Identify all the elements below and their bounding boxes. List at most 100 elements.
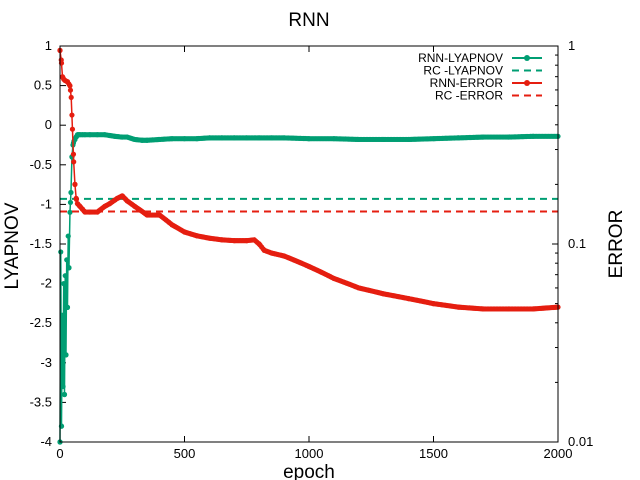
series-vertex-2-42	[406, 295, 412, 302]
series-vertex-0-1	[58, 249, 64, 255]
series-vertex-0-47	[331, 136, 337, 142]
series-vertex-2-25	[157, 212, 163, 218]
x-tick-label-2: 1000	[295, 446, 324, 461]
series-vertex-2-6	[67, 83, 73, 89]
series-vertex-0-45	[281, 135, 287, 141]
series-vertex-2-34	[256, 241, 262, 247]
series-vertex-0-54	[505, 134, 511, 140]
y2-axis-label: ERROR	[606, 210, 627, 279]
x-tick-label-1: 500	[174, 446, 196, 461]
x-tick-label-4: 2000	[544, 446, 573, 461]
series-vertex-0-39	[206, 135, 212, 141]
series-vertex-0-46	[306, 136, 312, 142]
series-vertex-0-41	[231, 135, 237, 141]
series-vertex-0-4	[60, 383, 66, 390]
legend-label-1: RC -LYAPNOV	[423, 64, 503, 78]
x-tick-label-3: 1500	[419, 446, 448, 461]
series-vertex-0-35	[157, 136, 163, 143]
series-vertex-0-38	[194, 136, 200, 142]
series-vertex-0-40	[219, 135, 225, 141]
series-vertex-0-24	[82, 132, 88, 138]
series-vertex-2-22	[124, 198, 130, 204]
series-vertex-0-27	[102, 132, 108, 138]
series-vertex-2-37	[281, 253, 287, 259]
series-vertex-2-11	[73, 195, 79, 201]
x-axis-label: epoch	[283, 462, 335, 480]
series-vertex-0-52	[455, 135, 461, 141]
series-vertex-0-12	[66, 265, 72, 271]
series-vertex-0-25	[87, 132, 93, 138]
series-vertex-2-20	[114, 195, 120, 201]
series-vertex-2-45	[480, 306, 486, 312]
y-tick-label-3: -2.5	[30, 315, 52, 330]
series-vertex-0-48	[356, 136, 362, 143]
series-vertex-0-50	[406, 136, 412, 143]
series-vertex-0-42	[244, 135, 250, 141]
series-point-2-7	[67, 87, 74, 93]
series-vertex-2-32	[244, 238, 250, 244]
series-vertex-0-43	[256, 135, 262, 141]
series-vertex-2-23	[132, 203, 138, 209]
series-vertex-2-33	[251, 237, 257, 243]
plot-area	[57, 47, 561, 445]
series-vertex-0-8	[63, 352, 69, 358]
plot-border	[59, 45, 559, 443]
series-vertex-0-3	[59, 312, 65, 318]
series-point-2-8	[69, 112, 75, 118]
y2-tick-label-0: 0.01	[568, 434, 593, 449]
legend-label-2: RNN-ERROR	[430, 76, 504, 90]
legend-label-3: RC -ERROR	[435, 89, 503, 103]
y-tick-label-9: 0.5	[34, 78, 52, 93]
series-vertex-0-11	[65, 233, 71, 239]
series-vertex-0-36	[169, 136, 175, 142]
y2-tick-label-2: 1	[568, 38, 575, 53]
series-vertex-0-10	[64, 304, 71, 310]
series-vertex-2-1	[58, 57, 64, 63]
series-vertex-2-5	[64, 79, 71, 85]
legend-label-0: RNN-LYAPNOV	[418, 51, 503, 65]
y-tick-label-1: -3.5	[30, 394, 52, 409]
series-vertex-2-27	[181, 229, 188, 235]
y-tick-label-0: -4	[40, 434, 52, 449]
series-vertex-2-47	[530, 306, 536, 312]
series-vertex-0-29	[112, 133, 118, 139]
y-tick-label-7: -0.5	[30, 157, 52, 172]
series-vertex-2-46	[505, 306, 511, 312]
series-vertex-2-40	[356, 285, 362, 291]
legend-marker-2	[524, 80, 530, 86]
series-vertex-0-13	[67, 209, 73, 215]
series-vertex-0-30	[119, 134, 125, 140]
y-tick-label-2: -3	[40, 355, 52, 370]
series-vertex-0-55	[530, 133, 536, 139]
series-vertex-2-38	[306, 263, 312, 270]
series-vertex-0-7	[62, 273, 68, 279]
series-vertex-2-29	[206, 235, 212, 241]
series-vertex-0-33	[139, 137, 145, 143]
chart-title: RNN	[288, 10, 329, 31]
series-vertex-0-44	[269, 135, 275, 141]
legend-marker-0	[524, 55, 530, 61]
series-0	[57, 132, 561, 445]
series-vertex-2-36	[269, 250, 275, 256]
series-vertex-2-19	[107, 200, 113, 207]
series-vertex-2-9	[71, 159, 77, 165]
x-tick-label-0: 0	[56, 446, 63, 461]
series-vertex-2-31	[231, 238, 237, 244]
series-vertex-0-32	[132, 136, 138, 143]
series-vertex-2-10	[72, 181, 78, 187]
series-vertex-2-30	[219, 237, 225, 243]
y-tick-label-6: -1	[40, 196, 52, 211]
series-line-0	[59, 133, 558, 443]
series-vertex-2-43	[430, 301, 437, 307]
series-vertex-2-26	[169, 222, 175, 228]
series-vertex-2-24	[144, 212, 150, 218]
series-vertex-0-34	[144, 137, 150, 143]
series-vertex-0-51	[430, 136, 437, 142]
series-vertex-2-39	[331, 275, 337, 282]
series-vertex-0-53	[480, 134, 486, 140]
series-vertex-2-41	[381, 291, 387, 297]
series-vertex-2-35	[261, 247, 267, 253]
series-point-2-9	[70, 151, 77, 157]
